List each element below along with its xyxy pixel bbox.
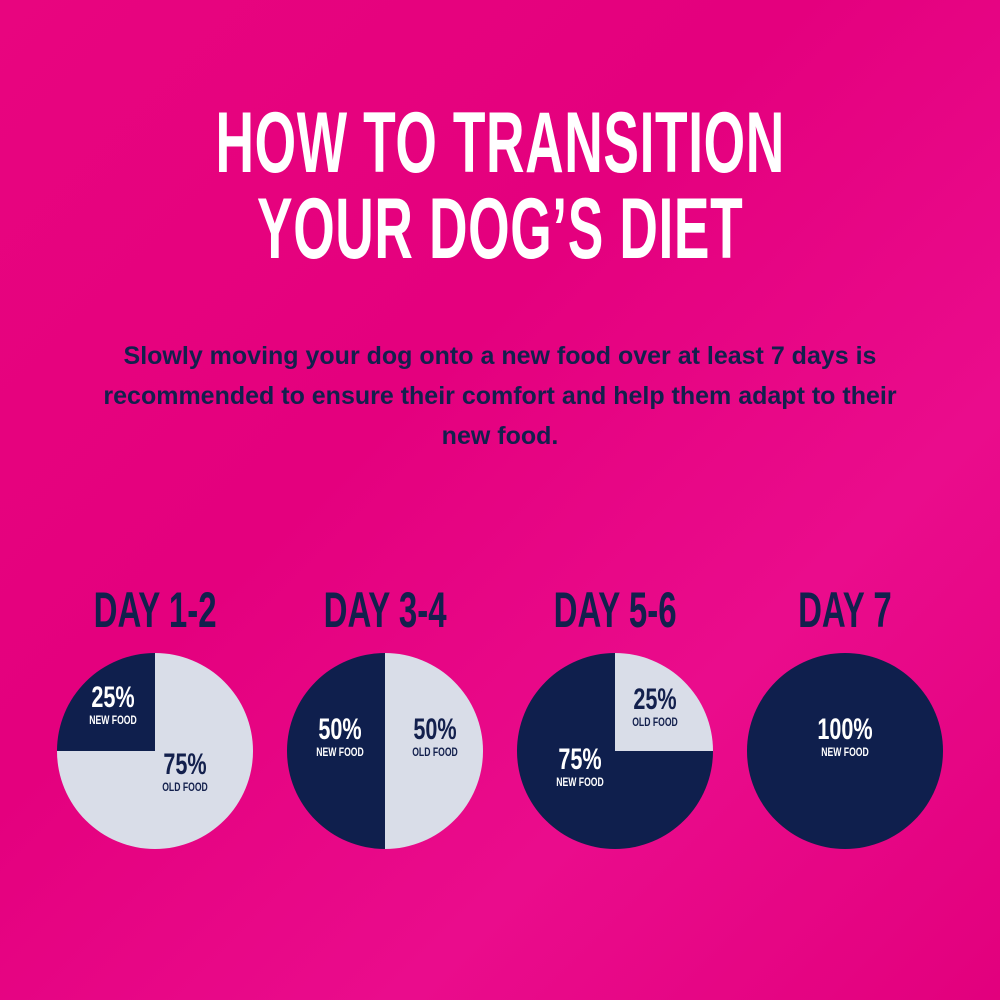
day-label-text: DAY 1-2 <box>93 582 217 638</box>
pie-chart <box>286 652 484 850</box>
pie-slice-new-food <box>286 652 385 850</box>
pie-slice-old-food <box>615 652 714 751</box>
pie-slice-new-food <box>56 652 155 751</box>
slice-caption: OLD FOOD <box>412 745 458 759</box>
slice-label: 75% OLD FOOD <box>135 748 235 794</box>
slice-label: 75% NEW FOOD <box>530 743 630 789</box>
day-label: DAY 7 <box>730 585 960 635</box>
slice-caption: NEW FOOD <box>556 775 604 789</box>
page-title-line-1: HOW TO TRANSITION <box>0 100 1000 186</box>
day-label-text: DAY 7 <box>798 582 892 638</box>
slice-percent: 50% <box>318 713 362 746</box>
slice-caption: NEW FOOD <box>821 745 869 759</box>
day-label-text: DAY 3-4 <box>323 582 447 638</box>
slice-label: 50% NEW FOOD <box>290 713 390 759</box>
slice-percent: 75% <box>558 743 602 776</box>
slice-label: 25% NEW FOOD <box>63 681 163 727</box>
slice-label: 50% OLD FOOD <box>385 713 485 759</box>
slice-caption: OLD FOOD <box>632 715 678 729</box>
intro-paragraph: Slowly moving your dog onto a new food o… <box>103 342 897 450</box>
slice-label: 25% OLD FOOD <box>605 683 705 729</box>
day-label: DAY 1-2 <box>40 585 270 635</box>
slice-percent: 25% <box>91 681 135 714</box>
slice-percent: 100% <box>817 713 873 746</box>
slice-caption: NEW FOOD <box>89 713 137 727</box>
pie-chart <box>746 652 944 850</box>
pie-chart <box>516 652 714 850</box>
slice-percent: 25% <box>633 683 677 716</box>
slice-percent: 75% <box>163 748 207 781</box>
pie-slice-new-food <box>746 652 944 850</box>
slice-caption: NEW FOOD <box>316 745 364 759</box>
title-text: HOW TO TRANSITION <box>215 95 785 191</box>
pie-slice-new-food <box>516 652 714 850</box>
slice-percent: 50% <box>413 713 457 746</box>
day-label-text: DAY 5-6 <box>553 582 677 638</box>
pie-chart <box>56 652 254 850</box>
slice-caption: OLD FOOD <box>162 780 208 794</box>
title-text: YOUR DOG’S DIET <box>256 181 744 277</box>
page-title-line-2: YOUR DOG’S DIET <box>0 186 1000 272</box>
day-label: DAY 5-6 <box>500 585 730 635</box>
day-label: DAY 3-4 <box>270 585 500 635</box>
pie-slice-old-food <box>56 652 254 850</box>
slice-label: 100% NEW FOOD <box>795 713 895 759</box>
